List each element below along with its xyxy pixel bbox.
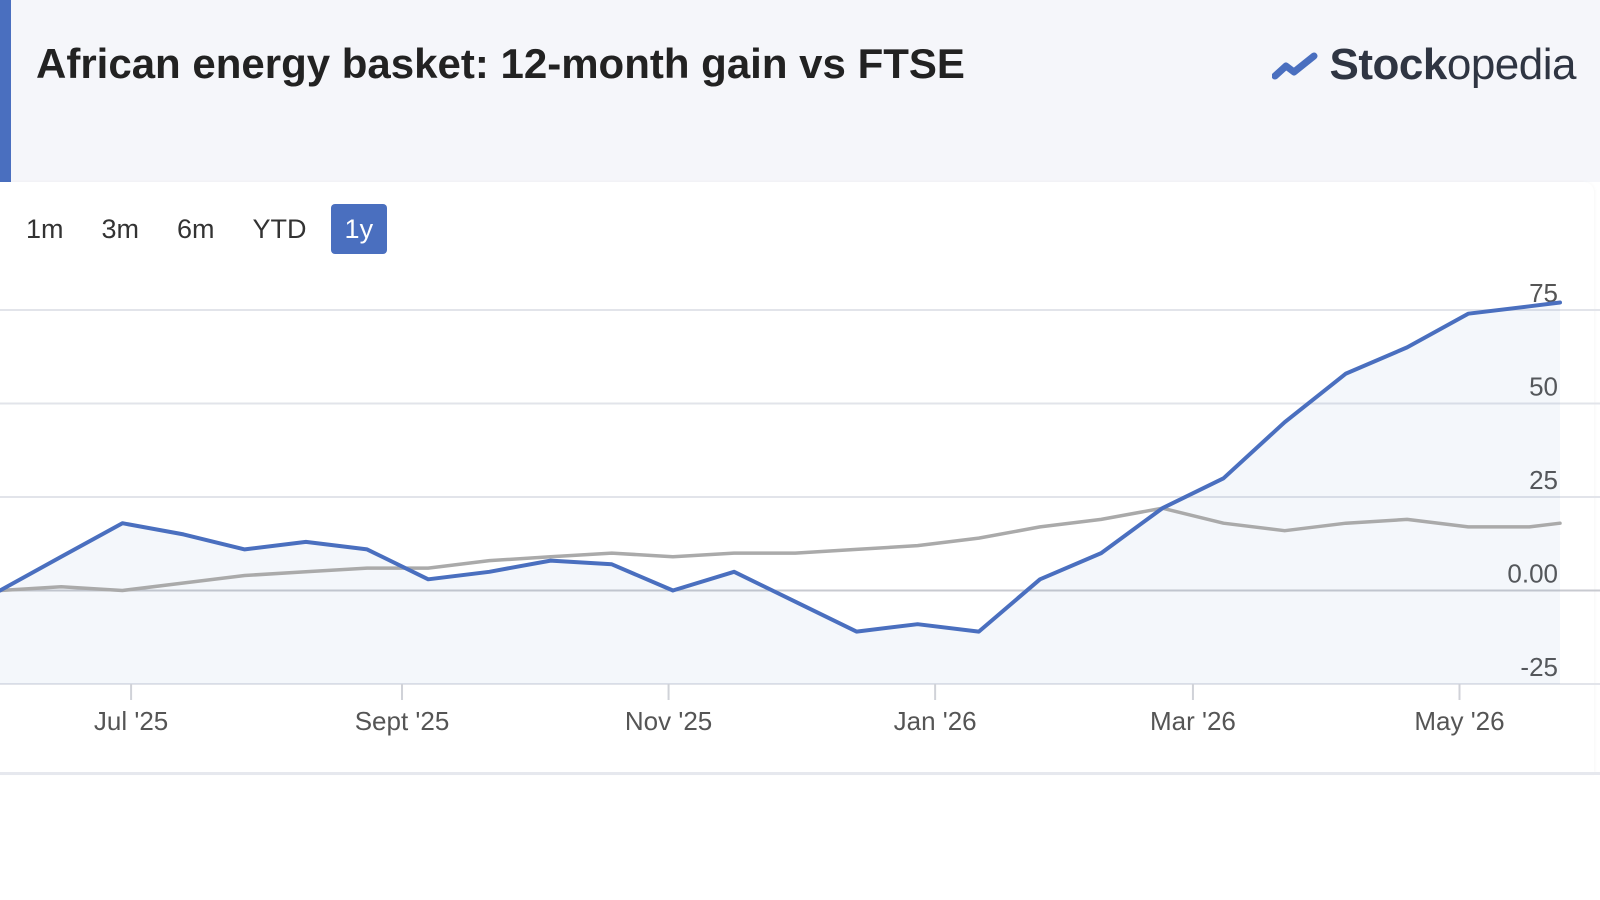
brand-name-bold: Stock: [1329, 40, 1448, 89]
header: African energy basket: 12-month gain vs …: [0, 0, 1600, 182]
brand-logo[interactable]: Stockopedia: [1271, 40, 1577, 90]
range-selector: 1m 3m 6m YTD 1y: [12, 204, 388, 254]
y-tick-label: 0.00: [1507, 559, 1558, 589]
x-tick-label: May '26: [1414, 706, 1504, 736]
series-line-primary: [0, 300, 1562, 634]
brand-name-rest: opedia: [1446, 40, 1577, 89]
x-tick-label: Nov '25: [625, 706, 712, 736]
x-tick-label: Mar '26: [1150, 706, 1236, 736]
page-title: African energy basket: 12-month gain vs …: [36, 40, 965, 87]
y-tick-label: 50: [1529, 372, 1558, 402]
header-accent-bar: [0, 0, 11, 182]
x-tick-label: Sept '25: [355, 706, 450, 736]
range-button-3m[interactable]: 3m: [101, 214, 140, 244]
footer-divider: [0, 772, 1600, 775]
series-area-fill: [0, 302, 1560, 684]
x-tick-label: Jan '26: [894, 706, 977, 736]
trend-up-icon: [1271, 52, 1318, 80]
y-tick-label: 25: [1529, 465, 1558, 495]
x-tick-label: Jul '25: [94, 706, 168, 736]
range-button-1m[interactable]: 1m: [26, 214, 64, 244]
brand-name: Stockopedia: [1329, 40, 1577, 90]
range-button-1y[interactable]: 1y: [330, 204, 388, 254]
y-tick-label: -25: [1520, 652, 1558, 682]
series-line-benchmark: [0, 506, 1562, 593]
range-button-6m[interactable]: 6m: [177, 214, 215, 244]
chart-card: 1m 3m 6m YTD 1y: [0, 182, 1594, 772]
range-button-ytd[interactable]: YTD: [252, 214, 307, 244]
